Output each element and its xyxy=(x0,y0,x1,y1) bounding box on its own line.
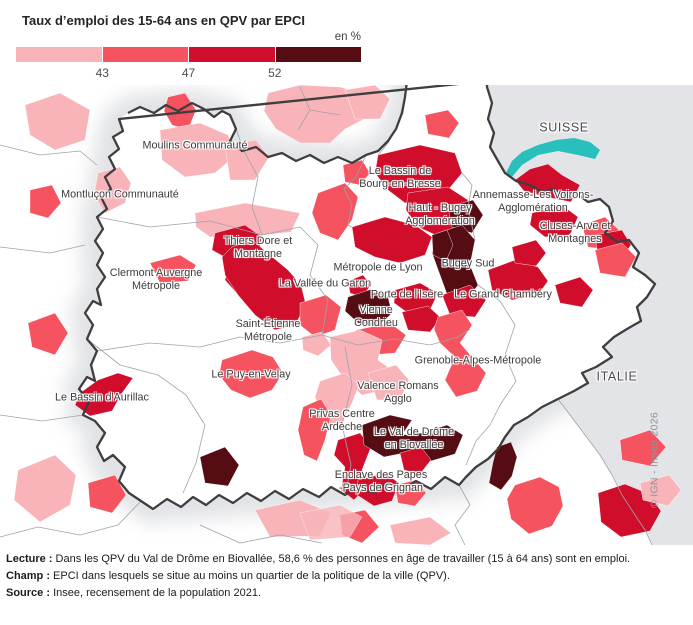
epci-area xyxy=(297,398,332,462)
footnote-text: EPCI dans lesquels se situe au moins un … xyxy=(50,570,450,582)
epci-area xyxy=(361,414,464,462)
epci-areas xyxy=(13,84,682,546)
map-label-val-drome: Le Val de Drôme en Biovallée xyxy=(373,426,455,451)
legend-swatch-3 xyxy=(189,47,275,62)
footnote-text: Insee, recensement de la population 2021… xyxy=(50,587,261,599)
map-label-grenoble: Grenoble-Alpes-Métropole xyxy=(414,354,542,367)
footnote-3: Source : Insee, recensement de la popula… xyxy=(6,585,686,602)
region-border xyxy=(77,79,657,511)
map-label-vienne: Vienne Condrieu xyxy=(354,304,398,329)
epci-area xyxy=(263,84,376,144)
epci-area xyxy=(221,239,307,331)
map-label-thiers: Thiers Dore et Montagne xyxy=(223,235,293,260)
epci-area xyxy=(199,446,240,487)
legend-swatch-2 xyxy=(102,47,188,62)
legend-tick-47: 47 xyxy=(181,66,196,80)
epci-area xyxy=(351,216,433,264)
map-label-clermont: Clermont Auvergne Métropole xyxy=(109,267,203,292)
epci-area xyxy=(299,504,363,541)
epci-area xyxy=(27,312,69,356)
map-credit: © IGN - Insee 2026 xyxy=(648,411,661,509)
map-label-privas: Privas Centre Ardèche xyxy=(309,408,375,433)
map-label-st-etienne: Saint-Étienne Métropole xyxy=(235,318,301,343)
map-label-lyon: Métropole de Lyon xyxy=(333,261,423,274)
epci-area xyxy=(24,92,91,151)
epci-area xyxy=(529,204,579,238)
map-label-cluses: Cluses-Arve et Montagnes xyxy=(539,220,611,245)
epci-area xyxy=(594,242,637,278)
epci-area xyxy=(218,349,284,399)
map-label-chambery: Le Grand Chambéry xyxy=(454,288,552,301)
map-label-suisse: SUISSE xyxy=(539,120,589,135)
page-title: Taux d’emploi des 15-64 ans en QPV par E… xyxy=(22,13,305,28)
epci-area xyxy=(394,479,427,507)
epci-area xyxy=(367,364,410,401)
map-area xyxy=(0,66,693,546)
map-label-valence: Valence Romans Agglo xyxy=(357,380,439,405)
map-label-haut-bugey: Haut - Bugey Agglomération xyxy=(405,202,475,227)
map-label-annemasse: Annemasse-Les Voirons- Agglomération xyxy=(472,189,594,214)
map-label-garon: La Vallée du Garon xyxy=(278,277,372,290)
legend-unit-label: en % xyxy=(334,31,361,43)
epci-map xyxy=(0,66,693,546)
legend-tick-43: 43 xyxy=(95,66,109,80)
map-label-le-puy: Le Puy-en-Velay xyxy=(211,368,291,381)
epci-area xyxy=(619,429,667,467)
footnotes: Lecture : Dans les QPV du Val de Drôme e… xyxy=(6,551,686,602)
epci-area xyxy=(159,122,237,178)
epci-area xyxy=(194,202,301,238)
legend-swatch-4 xyxy=(275,47,361,62)
epci-area xyxy=(344,288,393,328)
epci-area xyxy=(488,441,518,491)
lake-geneva xyxy=(506,138,600,177)
footnote-1: Lecture : Dans les QPV du Val de Drôme e… xyxy=(6,551,686,568)
epci-area xyxy=(506,476,564,535)
epci-area xyxy=(514,163,581,203)
epci-area xyxy=(433,309,487,398)
epci-area xyxy=(299,294,342,338)
map-label-aurillac: Le Bassin d'Aurillac xyxy=(55,391,149,404)
footnote-prefix: Lecture : xyxy=(6,553,53,565)
map-label-montlucon: Montluçon Communauté xyxy=(61,188,179,201)
epci-area xyxy=(554,276,594,308)
footnote-prefix: Source : xyxy=(6,587,51,599)
epci-area xyxy=(389,516,452,546)
map-label-italie: ITALIE xyxy=(596,369,638,384)
epci-area xyxy=(511,239,547,267)
map-label-bourg: Le Bassin de Bourg-en-Bresse xyxy=(359,165,441,190)
epci-area xyxy=(301,331,332,357)
map-label-bugey-sud: Bugey Sud xyxy=(441,257,495,270)
footnote-2: Champ : EPCI dans lesquels se situe au m… xyxy=(6,568,686,585)
map-label-moulins: Moulins Communauté xyxy=(142,139,248,152)
legend-tick-52: 52 xyxy=(268,66,282,80)
epci-area xyxy=(441,284,487,318)
epci-area xyxy=(74,372,134,417)
epci-area xyxy=(29,184,62,219)
legend-swatch-1 xyxy=(16,47,102,62)
map-label-porte-isere: Porte de l'Isère xyxy=(370,288,444,301)
epci-area xyxy=(431,229,454,262)
epci-area xyxy=(13,454,77,523)
neighboring-countries-area xyxy=(487,85,693,545)
epci-area xyxy=(342,159,371,186)
legend-color-bar xyxy=(16,47,361,62)
epci-area xyxy=(399,446,432,475)
epci-area xyxy=(87,474,127,514)
epci-area xyxy=(639,474,682,507)
epci-area xyxy=(424,109,460,139)
map-label-enclave: Enclave des Papes -Pays de Grignan xyxy=(334,469,428,494)
footnote-text: Dans les QPV du Val de Drôme en Biovallé… xyxy=(52,553,631,565)
epci-area xyxy=(149,254,197,284)
footnote-prefix: Champ : xyxy=(6,570,50,582)
